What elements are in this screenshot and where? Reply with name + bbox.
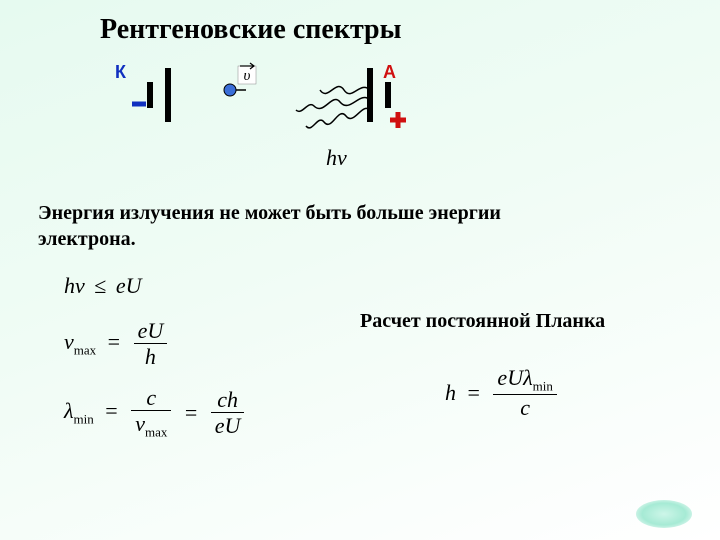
sub-max: max [74,342,96,357]
sym-lam: λ [64,398,74,423]
sym-c3: c [520,395,530,420]
sym-eq3b: = [179,400,203,426]
sym-U4: U [507,365,523,390]
page-title: Рентгеновские спектры [100,14,402,46]
sym-U2: U [147,318,163,343]
sym-le: ≤ [90,273,110,298]
nav-next-button[interactable] [636,500,692,528]
xray-waves-icon [296,87,370,128]
sym-nu: ν [75,273,85,298]
anode-label: А [383,62,396,83]
sym-U3: U [225,413,241,438]
frac-eU-h: eU h [134,318,168,370]
electron-icon: υ [224,63,256,96]
sub-min2: min [533,378,553,393]
sym-h4: h [445,380,456,405]
sym-eq3a: = [99,398,123,423]
frac-eUlam-c: eUλmin c [493,365,556,421]
sym-U: U [126,273,142,298]
sym-nu3: ν [135,411,145,436]
sym-c2: c [217,387,227,412]
sub-min: min [74,412,94,427]
sym-e3: e [215,413,225,438]
sym-e4: e [497,365,507,390]
planck-constant-title: Расчет постоянной Планка [360,310,605,333]
equation-planck-h: h = eUλmin c [445,365,559,421]
xray-tube-diagram: υ [120,60,420,180]
sym-eq4: = [462,380,486,405]
sym-c1: c [146,385,156,410]
cathode-label: К [115,62,126,83]
svg-text:υ: υ [244,68,251,84]
equation-hv-le-eU: hν ≤ eU [64,273,142,299]
sym-h3: h [227,387,238,412]
explanation-text: Энергия излучения не может быть больше э… [38,200,598,252]
sym-nu2: ν [64,329,74,354]
sym-lam2: λ [523,365,533,390]
sym-e2: e [138,318,148,343]
sym-h2: h [145,344,156,369]
cathode-icon [132,68,168,122]
sym-e: e [116,273,126,298]
frac-c-numax: c νmax [131,385,171,441]
frac-ch-eU: ch eU [211,387,245,439]
sym-eq: = [102,329,126,354]
photon-energy-label: hν [326,145,347,171]
equation-numax: νmax = eU h [64,318,169,370]
sub-max2: max [145,425,167,440]
equation-lambdamin: λmin = c νmax = ch eU [64,385,246,441]
sym-h: h [64,273,75,298]
